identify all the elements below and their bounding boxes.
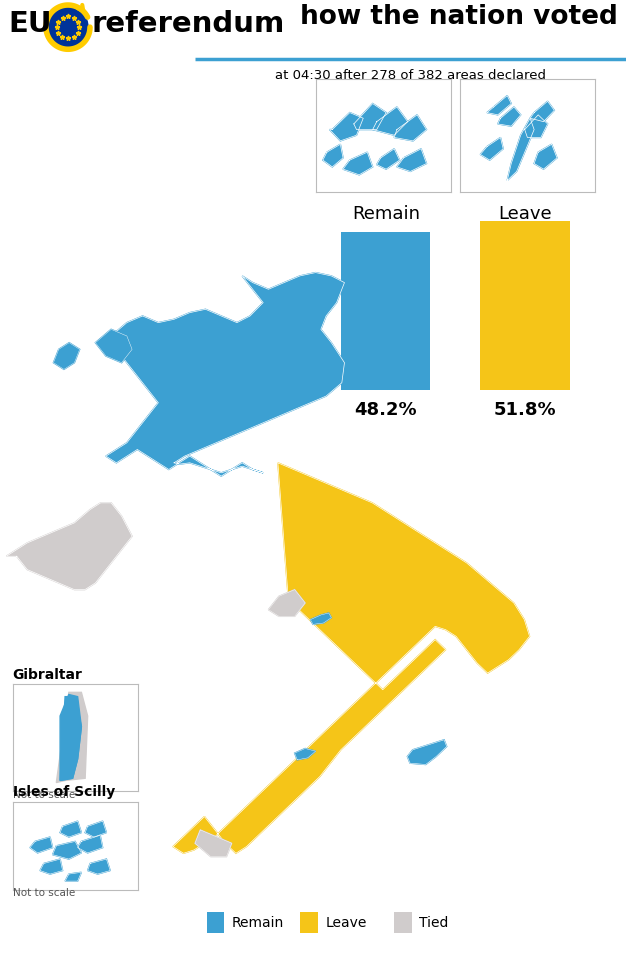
Polygon shape	[343, 152, 372, 175]
Polygon shape	[60, 821, 81, 837]
Polygon shape	[354, 104, 386, 129]
Bar	[300, 912, 317, 933]
Polygon shape	[377, 149, 399, 169]
Polygon shape	[53, 342, 80, 369]
Text: EU: EU	[8, 11, 51, 38]
Polygon shape	[95, 329, 132, 363]
Text: Leave: Leave	[326, 916, 367, 929]
Text: how the nation voted: how the nation voted	[300, 4, 618, 30]
Polygon shape	[394, 115, 426, 141]
Polygon shape	[269, 590, 305, 617]
Polygon shape	[85, 821, 106, 837]
Polygon shape	[195, 830, 232, 856]
Polygon shape	[56, 692, 88, 783]
Polygon shape	[310, 613, 331, 624]
Polygon shape	[65, 873, 81, 881]
Text: Leave: Leave	[498, 205, 552, 223]
Text: referendum: referendum	[92, 11, 285, 38]
Polygon shape	[60, 696, 81, 781]
Text: PA: PA	[554, 917, 585, 936]
Polygon shape	[88, 859, 110, 874]
Polygon shape	[525, 115, 548, 137]
Text: Gibraltar: Gibraltar	[13, 668, 83, 682]
Bar	[481, 222, 570, 390]
Polygon shape	[534, 144, 557, 169]
Bar	[207, 912, 224, 933]
Text: 51.8%: 51.8%	[494, 402, 557, 419]
Polygon shape	[40, 859, 63, 874]
Polygon shape	[60, 694, 81, 781]
Text: Tied: Tied	[419, 916, 449, 929]
Text: Remain: Remain	[232, 916, 284, 929]
Bar	[394, 912, 412, 933]
Polygon shape	[323, 144, 343, 167]
Polygon shape	[530, 102, 555, 122]
Polygon shape	[507, 118, 534, 180]
Polygon shape	[372, 106, 408, 135]
Polygon shape	[295, 748, 316, 760]
Polygon shape	[78, 835, 103, 853]
Circle shape	[48, 7, 88, 47]
Text: 48.2%: 48.2%	[354, 402, 417, 419]
Polygon shape	[487, 96, 511, 115]
Polygon shape	[30, 837, 53, 853]
Text: Isles of Scilly: Isles of Scilly	[13, 785, 115, 799]
Text: Remain: Remain	[352, 205, 420, 223]
Polygon shape	[397, 149, 426, 172]
Text: Not to scale: Not to scale	[13, 888, 74, 898]
Polygon shape	[173, 463, 530, 854]
Polygon shape	[408, 739, 447, 764]
Polygon shape	[480, 137, 503, 160]
Polygon shape	[329, 112, 363, 141]
Text: Not to scale: Not to scale	[13, 790, 74, 800]
Polygon shape	[106, 272, 344, 477]
Polygon shape	[498, 106, 521, 127]
Text: at 04:30 after 278 of 382 areas declared: at 04:30 after 278 of 382 areas declared	[275, 69, 545, 82]
Polygon shape	[6, 503, 132, 590]
Bar	[341, 232, 430, 390]
Polygon shape	[53, 841, 81, 859]
